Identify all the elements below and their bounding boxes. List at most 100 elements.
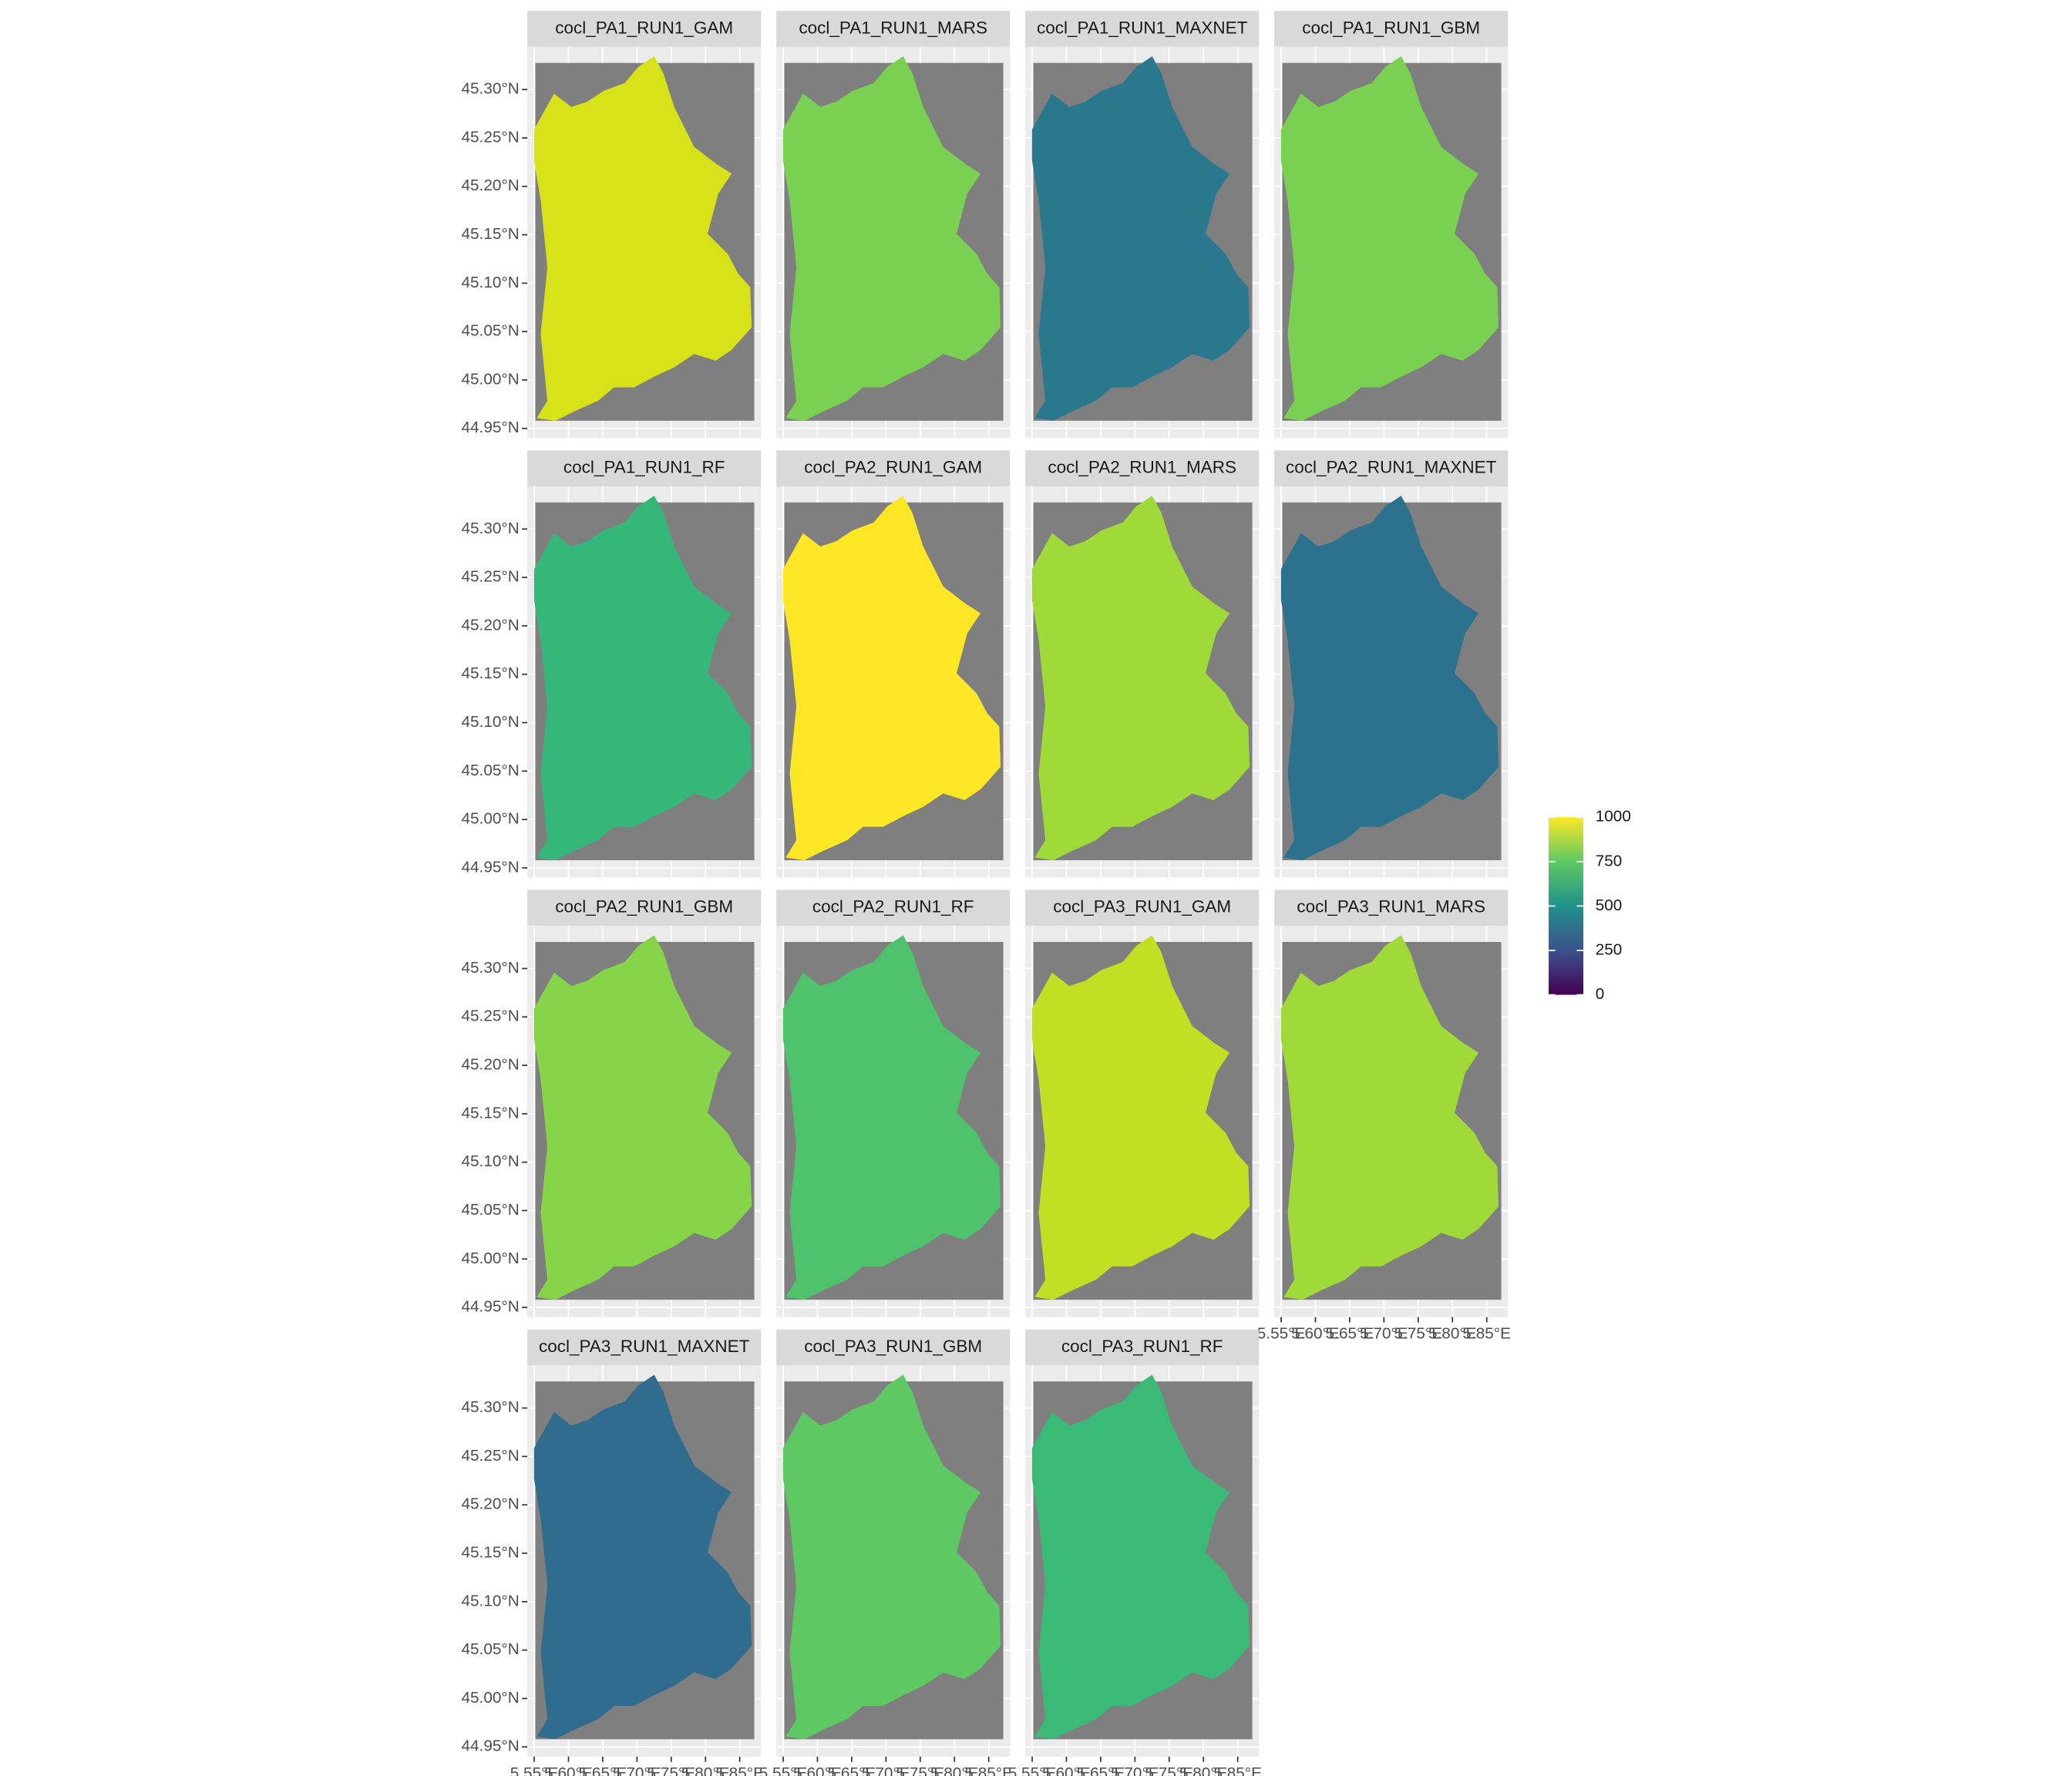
strip — [776, 1329, 1011, 1366]
x-tick-label: 5.85°E — [964, 1764, 1013, 1776]
y-tick-label: 45.00°N — [461, 1689, 519, 1707]
strip — [776, 450, 1011, 487]
strip — [1025, 890, 1260, 927]
strip — [1274, 450, 1509, 487]
x-tick-label: 5.80°E — [1428, 1325, 1477, 1343]
y-tick-label: 45.05°N — [461, 762, 519, 779]
colorbar-label: 750 — [1596, 852, 1623, 870]
raster-area — [533, 1374, 752, 1740]
y-tick-label: 45.25°N — [461, 1007, 519, 1025]
raster-area — [1031, 56, 1250, 421]
strip-title: cocl_PA1_RUN1_RF — [563, 458, 725, 477]
strip-title: cocl_PA3_RUN1_MARS — [1297, 897, 1485, 917]
raster-area — [533, 935, 752, 1300]
x-tick-label: 5.85°E — [1462, 1325, 1511, 1343]
y-tick-label: 45.10°N — [461, 1592, 519, 1610]
y-tick-label: 45.10°N — [461, 274, 519, 291]
y-tick-label: 45.15°N — [461, 1104, 519, 1122]
y-tick-label: 45.10°N — [461, 713, 519, 731]
y-tick-label: 44.95°N — [461, 1737, 519, 1755]
colorbar-label: 250 — [1596, 940, 1623, 958]
strip — [527, 11, 762, 47]
x-tick-label: 5.55°E — [759, 1764, 808, 1776]
y-tick-label: 45.30°N — [461, 959, 519, 977]
strip — [1025, 1329, 1260, 1366]
y-tick-label: 45.25°N — [461, 128, 519, 146]
strip — [1025, 11, 1260, 47]
raster-area — [782, 496, 1001, 860]
y-tick-label: 45.25°N — [461, 568, 519, 586]
y-tick-label: 45.30°N — [461, 1398, 519, 1416]
y-tick-label: 45.00°N — [461, 1250, 519, 1267]
y-tick-label: 45.05°N — [461, 322, 519, 340]
x-tick-label: 5.65°E — [579, 1764, 627, 1776]
y-tick-label: 45.15°N — [461, 1544, 519, 1562]
x-tick-label: 5.70°E — [862, 1764, 910, 1776]
strip-title: cocl_PA1_RUN1_GAM — [555, 18, 733, 37]
x-tick-label: 5.85°E — [1213, 1764, 1262, 1776]
strip — [1274, 11, 1509, 47]
strip-title: cocl_PA3_RUN1_RF — [1061, 1337, 1223, 1356]
x-tick-label: 5.80°E — [930, 1764, 979, 1776]
x-tick-label: 5.75°E — [1394, 1325, 1443, 1343]
y-tick-label: 45.00°N — [461, 370, 519, 388]
y-tick-label: 45.15°N — [461, 664, 519, 682]
strip — [776, 890, 1011, 927]
strip-title: cocl_PA2_RUN1_RF — [812, 897, 974, 917]
x-tick-label: 5.75°E — [1145, 1764, 1194, 1776]
y-tick-label: 45.05°N — [461, 1201, 519, 1219]
y-tick-label: 44.95°N — [461, 858, 519, 876]
strip — [527, 450, 762, 487]
x-tick-label: 5.70°E — [1111, 1764, 1159, 1776]
strip-title: cocl_PA2_RUN1_GBM — [555, 897, 733, 917]
x-tick-label: 5.60°E — [793, 1764, 842, 1776]
y-tick-label: 45.20°N — [461, 1495, 519, 1513]
strip-title: cocl_PA2_RUN1_MARS — [1048, 458, 1236, 477]
raster-area — [782, 935, 1001, 1300]
strip-title: cocl_PA1_RUN1_GBM — [1302, 18, 1480, 37]
x-tick-label: 5.75°E — [647, 1764, 695, 1776]
x-tick-label: 5.65°E — [828, 1764, 876, 1776]
raster-area — [1031, 935, 1250, 1300]
x-tick-label: 5.70°E — [1360, 1325, 1408, 1343]
strip-title: cocl_PA1_RUN1_MARS — [799, 18, 987, 37]
x-tick-label: 5.80°E — [1179, 1764, 1228, 1776]
raster-area — [1280, 935, 1499, 1300]
y-tick-label: 45.00°N — [461, 810, 519, 828]
strip — [527, 890, 762, 927]
strip — [776, 11, 1011, 47]
raster-area — [533, 56, 752, 421]
raster-area — [1031, 1374, 1250, 1740]
x-tick-label: 5.55°E — [1008, 1764, 1057, 1776]
x-tick-label: 5.55°E — [510, 1764, 559, 1776]
x-tick-label: 5.60°E — [544, 1764, 593, 1776]
colorbar-label: 0 — [1596, 985, 1605, 1003]
raster-area — [1031, 496, 1250, 860]
strip-title: cocl_PA1_RUN1_MAXNET — [1037, 18, 1248, 37]
x-tick-label: 5.65°E — [1077, 1764, 1125, 1776]
strip — [527, 1329, 762, 1366]
y-tick-label: 45.30°N — [461, 80, 519, 98]
y-tick-label: 45.30°N — [461, 520, 519, 537]
y-tick-label: 45.25°N — [461, 1447, 519, 1465]
y-tick-label: 44.95°N — [461, 419, 519, 436]
raster-area — [1280, 56, 1499, 421]
y-tick-label: 45.10°N — [461, 1152, 519, 1170]
x-tick-label: 5.75°E — [896, 1764, 945, 1776]
colorbar-label: 500 — [1596, 896, 1623, 914]
x-tick-label: 5.60°E — [1042, 1764, 1091, 1776]
raster-area — [1280, 496, 1499, 860]
x-tick-label: 5.80°E — [681, 1764, 730, 1776]
y-tick-label: 45.05°N — [461, 1640, 519, 1658]
raster-area — [782, 56, 1001, 421]
y-tick-label: 45.20°N — [461, 616, 519, 634]
strip-title: cocl_PA3_RUN1_MAXNET — [539, 1337, 750, 1356]
strip-title: cocl_PA3_RUN1_GAM — [1053, 897, 1231, 917]
x-tick-label: 5.85°E — [715, 1764, 764, 1776]
strip — [1274, 890, 1509, 927]
y-tick-label: 45.15°N — [461, 225, 519, 243]
colorbar-label: 1000 — [1596, 808, 1631, 826]
strip — [1025, 450, 1260, 487]
